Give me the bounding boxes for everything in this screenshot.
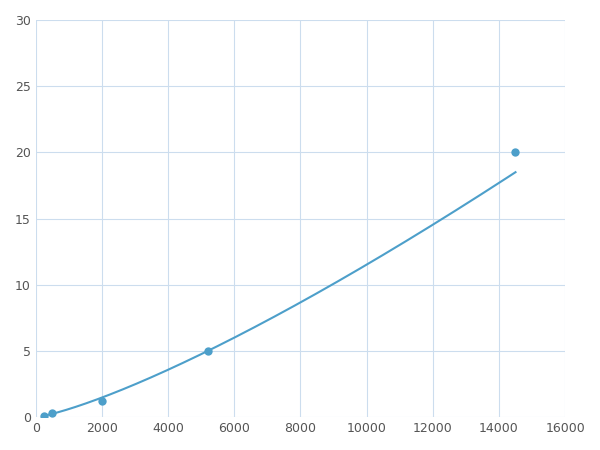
Point — [97, 398, 107, 405]
Point — [47, 410, 57, 417]
Point — [39, 412, 49, 419]
Point — [203, 347, 212, 355]
Point — [511, 149, 520, 156]
